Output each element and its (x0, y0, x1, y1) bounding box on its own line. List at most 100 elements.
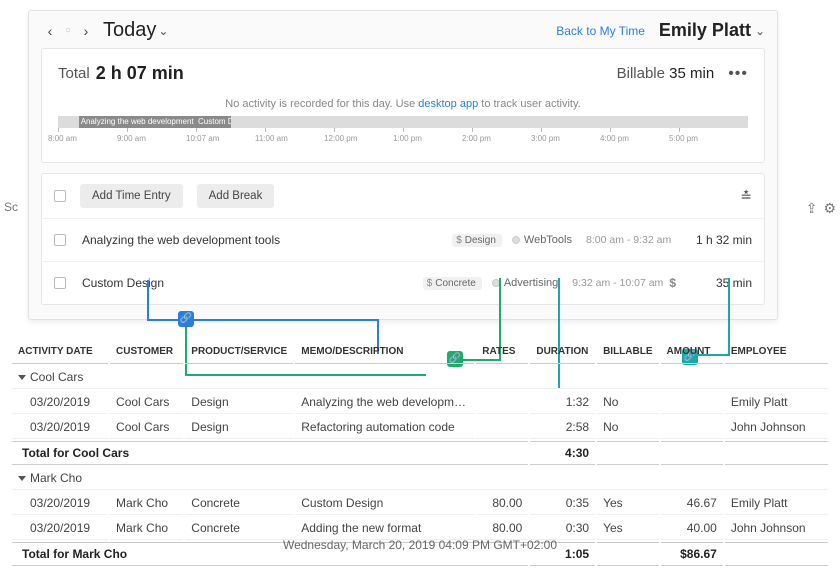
table-row[interactable]: 03/20/2019Cool CarsDesignAnalyzing the w… (12, 391, 828, 414)
entry-checkbox[interactable] (54, 277, 66, 289)
desktop-app-link[interactable]: desktop app (418, 98, 478, 110)
table-row[interactable]: 03/20/2019Mark ChoConcreteAdding the new… (12, 517, 828, 540)
entry-duration: 1 h 32 min (690, 233, 752, 247)
table-row[interactable]: 03/20/2019Mark ChoConcreteCustom Design8… (12, 492, 828, 515)
footer-timestamp: Wednesday, March 20, 2019 04:09 PM GMT+0… (0, 538, 840, 552)
collapse-icon[interactable] (18, 476, 26, 481)
column-header[interactable]: MEMO/DESCRIPTION (295, 340, 474, 364)
back-to-my-time-link[interactable]: Back to My Time (556, 24, 645, 38)
dollar-icon: $ (456, 235, 462, 246)
add-time-entry-button[interactable]: Add Time Entry (80, 184, 183, 208)
time-panel: ‹ ○ › Today ⌄ Back to My Time Emily Plat… (28, 10, 778, 320)
cell-duration: 2:58 (530, 416, 595, 439)
total-value: 2 h 07 min (96, 63, 184, 84)
billable-value: 35 min (669, 65, 714, 82)
cell-amount: 46.67 (661, 492, 723, 515)
cell-memo: Adding the new format (295, 517, 474, 540)
entry-row[interactable]: Custom Design $Concrete Advertising 9:32 am… (42, 262, 764, 304)
cell-product: Concrete (185, 492, 293, 515)
cell-rates: 80.00 (476, 517, 528, 540)
total-label: Total (58, 65, 90, 82)
date-caret-icon[interactable]: ⌄ (158, 24, 168, 38)
cell-amount (661, 391, 723, 414)
export-icon[interactable]: ⇪ (806, 200, 818, 217)
cell-billable: Yes (597, 492, 658, 515)
column-header[interactable]: AMOUNT (661, 340, 723, 364)
timeline-block[interactable]: Custom De (196, 116, 231, 128)
user-name[interactable]: Emily Platt (659, 20, 751, 41)
time-range: 8:00 am - 9:32 am (586, 234, 676, 246)
cell-duration: 1:32 (530, 391, 595, 414)
cell-product: Concrete (185, 517, 293, 540)
billable-label: Billable 35 min (617, 65, 715, 82)
entries-toolbar: Add Time Entry Add Break ≛ (42, 174, 764, 219)
entries-box: Add Time Entry Add Break ≛ Analyzing the… (41, 173, 765, 305)
select-all-checkbox[interactable] (54, 190, 66, 202)
column-header[interactable]: DURATION (530, 340, 595, 364)
cell-memo: Analyzing the web developm… (295, 391, 474, 414)
cell-memo: Custom Design (295, 492, 474, 515)
billable-icon: $ (669, 276, 676, 290)
dollar-icon: $ (427, 278, 433, 289)
timeline-ticks: 8:00 am9:00 am10:07 am11:00 am12:00 pm1:… (58, 128, 748, 150)
add-break-button[interactable]: Add Break (197, 184, 275, 208)
group-row[interactable]: Cool Cars (12, 366, 828, 389)
gear-icon[interactable]: ⚙ (823, 200, 836, 217)
cell-date: 03/20/2019 (12, 492, 108, 515)
column-header[interactable]: BILLABLE (597, 340, 658, 364)
project-tag[interactable]: Advertising (492, 277, 558, 289)
user-caret-icon[interactable]: ⌄ (755, 24, 765, 38)
report-table: ACTIVITY DATECUSTOMERPRODUCT/SERVICEMEMO… (10, 338, 830, 568)
project-dot-icon (492, 279, 500, 287)
next-day-button[interactable]: › (77, 22, 95, 40)
cell-billable: Yes (597, 517, 658, 540)
date-label[interactable]: Today (103, 19, 156, 42)
entry-description: Custom Design (82, 276, 164, 290)
column-header[interactable]: PRODUCT/SERVICE (185, 340, 293, 364)
cell-employee: Emily Platt (725, 391, 828, 414)
group-row[interactable]: Mark Cho (12, 467, 828, 490)
cell-employee: John Johnson (725, 517, 828, 540)
cell-date: 03/20/2019 (12, 517, 108, 540)
cell-billable: No (597, 391, 658, 414)
timeline-tick: 5:00 pm (679, 128, 748, 150)
cell-memo: Refactoring automation code (295, 416, 474, 439)
no-activity-message: No activity is recorded for this day. Us… (58, 98, 748, 110)
timeline: Analyzing the web developmentCustom De 8… (58, 116, 748, 150)
cell-customer: Mark Cho (110, 492, 183, 515)
column-header[interactable]: EMPLOYEE (725, 340, 828, 364)
time-range: 9:32 am - 10:07 am (572, 277, 663, 289)
cell-customer: Mark Cho (110, 517, 183, 540)
collapse-icon[interactable] (18, 375, 26, 380)
service-tag[interactable]: $Design (452, 234, 502, 247)
cell-customer: Cool Cars (110, 416, 183, 439)
entry-duration: 35 min (690, 276, 752, 290)
cell-employee: Emily Platt (725, 492, 828, 515)
cell-product: Design (185, 391, 293, 414)
entry-row[interactable]: Analyzing the web development tools$Desi… (42, 219, 764, 262)
table-row[interactable]: 03/20/2019Cool CarsDesignRefactoring aut… (12, 416, 828, 439)
view-options-icon[interactable]: ≛ (740, 188, 752, 205)
column-header[interactable]: RATES (476, 340, 528, 364)
project-dot-icon (512, 236, 520, 244)
cell-product: Design (185, 416, 293, 439)
service-tag[interactable]: $Concrete (423, 277, 482, 290)
summary-box: Total 2 h 07 min Billable 35 min ••• No … (41, 48, 765, 163)
cell-amount (661, 416, 723, 439)
cell-rates: 80.00 (476, 492, 528, 515)
cell-customer: Cool Cars (110, 391, 183, 414)
timeline-block[interactable]: Analyzing the web development (79, 116, 196, 128)
summary-row: Total 2 h 07 min Billable 35 min ••• (58, 63, 748, 84)
panel-header: ‹ ○ › Today ⌄ Back to My Time Emily Plat… (29, 11, 777, 48)
prev-day-button[interactable]: ‹ (41, 22, 59, 40)
total-row: Total for Cool Cars4:30 (12, 441, 828, 465)
more-menu-icon[interactable]: ••• (728, 65, 748, 83)
column-header[interactable]: CUSTOMER (110, 340, 183, 364)
background-text: Sc (4, 200, 18, 214)
cell-date: 03/20/2019 (12, 391, 108, 414)
entry-checkbox[interactable] (54, 234, 66, 246)
cell-rates (476, 416, 528, 439)
project-tag[interactable]: WebTools (512, 234, 572, 246)
column-header[interactable]: ACTIVITY DATE (12, 340, 108, 364)
cell-employee: John Johnson (725, 416, 828, 439)
